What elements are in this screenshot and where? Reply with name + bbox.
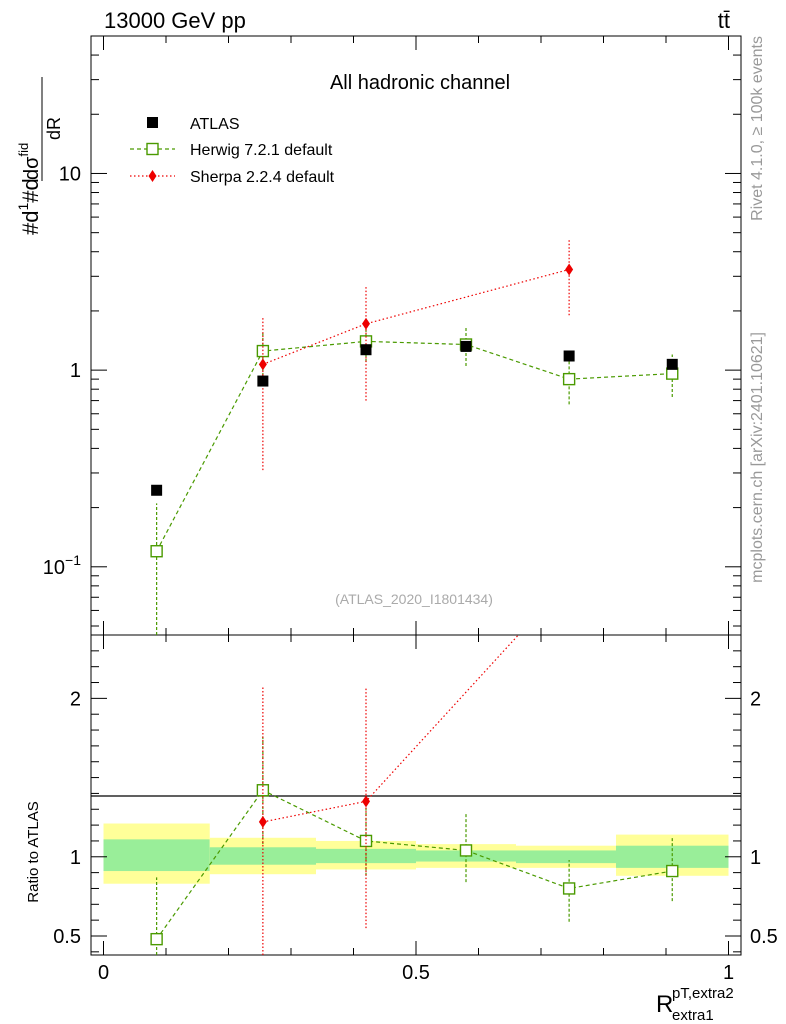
atlas-point-2	[361, 344, 372, 355]
ylabel-top-main: #d1#d	[15, 178, 43, 235]
rivet-version-label: Rivet 4.1.0, ≥ 100k events	[749, 36, 766, 221]
top-y-tick-label-1: 1	[70, 360, 81, 382]
legend-label-sherpa: Sherpa 2.2.4 default	[190, 169, 335, 186]
sherpa-point-1	[362, 318, 370, 330]
legend-marker-sherpa	[149, 170, 157, 182]
herwig-ratio-point-5	[667, 866, 678, 877]
xlabel-sup: pT,extra2	[672, 985, 734, 1002]
atlas-point-4	[564, 350, 575, 361]
herwig-point-4	[564, 374, 575, 385]
sherpa-line	[263, 269, 569, 364]
analysis-id-label: (ATLAS_2020_I1801434)	[335, 591, 493, 607]
herwig-ratio-point-2	[361, 835, 372, 846]
sherpa-ratio-point-1	[362, 795, 370, 807]
top-y-tick-label-2: 10	[59, 163, 81, 185]
ylabel-top-frac: dσfid	[16, 143, 43, 180]
herwig-point-0	[151, 546, 162, 557]
band-inner-4	[516, 850, 616, 863]
legend-marker-herwig	[147, 144, 158, 155]
top-series-group	[151, 240, 678, 635]
ratio-y-tick-label-right-2: 2	[750, 688, 761, 710]
top-y-axis-label: #d1#d dσfid dR	[15, 77, 64, 235]
sherpa-ratio-point-0	[259, 816, 267, 828]
mcplots-label: mcplots.cern.ch [arXiv:2401.10621]	[749, 332, 766, 583]
sherpa-ratio-line	[263, 635, 518, 822]
legend-label-atlas: ATLAS	[190, 116, 240, 133]
ratio-uncertainty-bands	[104, 824, 729, 884]
top-y-tick-label-0: 10−1	[43, 552, 81, 579]
ratio-y-tick-label-0: 0.5	[53, 926, 81, 948]
ratio-y-tick-label-2: 2	[70, 688, 81, 710]
legend-label-herwig: Herwig 7.2.1 default	[190, 142, 333, 159]
x-tick-label-2: 1	[723, 962, 734, 984]
sherpa-point-2	[565, 263, 573, 275]
ratio-y-tick-label-right-1: 1	[750, 847, 761, 869]
band-inner-0	[104, 839, 210, 871]
top-panel-frame	[91, 36, 741, 635]
herwig-ratio-point-0	[151, 934, 162, 945]
x-tick-label-1: 0.5	[402, 962, 430, 984]
legend: ATLAS Herwig 7.2.1 default Sherpa 2.2.4 …	[130, 116, 335, 186]
herwig-ratio-point-3	[461, 845, 472, 856]
atlas-point-0	[151, 485, 162, 496]
x-axis-label: R pT,extra2 extra1	[656, 985, 734, 1024]
atlas-point-3	[461, 341, 472, 352]
x-tick-label-0: 0	[98, 962, 109, 984]
atlas-point-5	[667, 359, 678, 370]
legend-marker-atlas	[147, 117, 158, 128]
atlas-point-1	[257, 376, 268, 387]
ratio-y-tick-label-right-0: 0.5	[750, 926, 778, 948]
ratio-y-tick-label-1: 1	[70, 847, 81, 869]
plot-canvas: 13000 GeV pp tt̄ Rivet 4.1.0, ≥ 100k eve…	[0, 0, 786, 1024]
ratio-y-axis-label: Ratio to ATLAS	[25, 801, 42, 902]
ratio-panel-frame	[91, 635, 741, 955]
process-label: tt̄	[718, 8, 730, 33]
chart-title: All hadronic channel	[330, 72, 510, 94]
energy-label: 13000 GeV pp	[104, 8, 246, 33]
herwig-ratio-point-4	[564, 883, 575, 894]
ratio-series-group	[151, 635, 678, 955]
ylabel-top-denominator: dR	[44, 117, 64, 140]
herwig-line	[157, 341, 673, 551]
xlabel-base: R	[656, 991, 673, 1018]
xlabel-sub: extra1	[672, 1007, 714, 1024]
sherpa-point-0	[259, 358, 267, 370]
